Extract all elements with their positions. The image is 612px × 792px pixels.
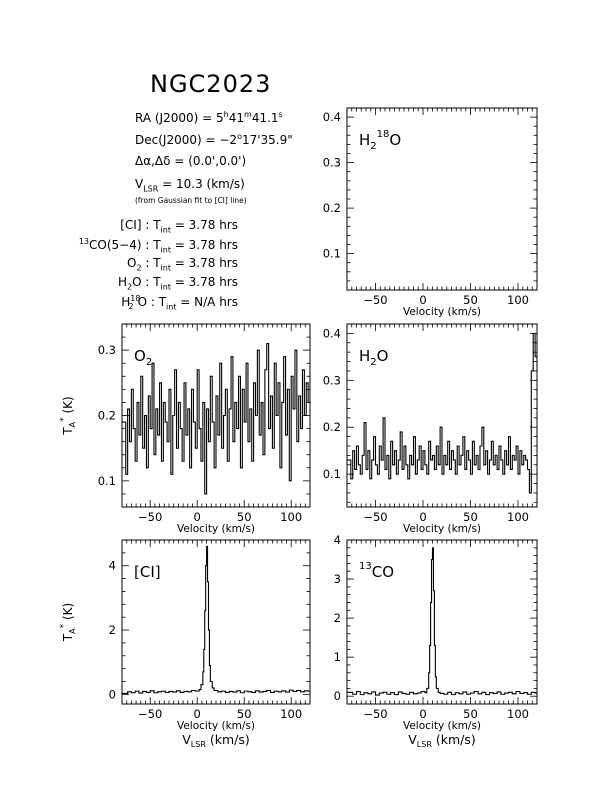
y-tick-label: 0.1	[323, 467, 341, 481]
vlsr-note: (from Gaussian fit to [CI] line)	[135, 196, 247, 205]
x-axis-label-vlsr: VLSR (km/s)	[408, 732, 476, 749]
y-tick-label: 0.4	[323, 110, 341, 124]
x-axis-label: Velocity (km/s)	[177, 523, 255, 535]
x-tick-label: 100	[507, 510, 529, 524]
x-tick-label: 50	[237, 707, 252, 721]
y-tick-label: 4	[109, 559, 116, 573]
x-tick-label: 0	[419, 510, 426, 524]
y-axis-label: TA* (K)	[59, 396, 77, 435]
tint-label: Tint	[153, 218, 171, 235]
panel-label-o2: O2	[134, 347, 152, 368]
ra-value: 5h41m41.1s	[216, 110, 283, 125]
y-tick-label: 0.1	[98, 474, 116, 488]
tint-row: O2 : Tint = 3.78 hrs	[126, 256, 238, 273]
ra-label: RA (J2000) =	[135, 111, 213, 125]
tint-line-name: H182 O	[121, 294, 148, 312]
panel-h218o: −50 0 50 100 0.1 0.2 0.3 0.4 Velocity (km/s) H218…	[323, 107, 538, 318]
x-tick-label: 100	[507, 707, 529, 721]
panel-label-ci: [CI]	[134, 563, 161, 581]
y-tick-label: 4	[334, 533, 341, 547]
tint-line-name: H2O	[117, 275, 142, 292]
dec-line: Dec(J2000) = −2o17'35.9"	[135, 132, 293, 147]
tint-row: 13CO(5−4) : Tint = 3.78 hrs	[78, 237, 238, 255]
panel-o2: −50 0 50 100 0.1 0.2 0.3 Velocity (km/s) TA* (K)…	[59, 323, 311, 535]
y-tick-label: 0	[109, 687, 116, 701]
y-tick-label: 0	[334, 689, 341, 703]
x-tick-label: 100	[280, 510, 302, 524]
x-tick-label: 50	[463, 293, 478, 307]
y-tick-label: 2	[109, 623, 116, 637]
vlsr-value: = 10.3 (km/s)	[162, 177, 245, 191]
y-tick-label: 0.3	[323, 156, 341, 170]
x-tick-label: −50	[138, 707, 162, 721]
y-tick-label: 0.1	[323, 247, 341, 261]
dec-value: −2o17'35.9"	[219, 132, 293, 147]
tint-line-name: 13CO(5−4)	[78, 237, 142, 252]
vlsr-line: VLSR = 10.3 (km/s)	[135, 177, 245, 193]
tint-label: Tint	[153, 238, 171, 255]
spectrum-line-ci	[122, 545, 310, 694]
y-tick-label: 0.2	[98, 409, 116, 423]
tint-row: H2O : Tint = 3.78 hrs	[117, 275, 238, 292]
x-axis-label: Velocity (km/s)	[403, 720, 481, 732]
y-tick-label: 0.2	[323, 420, 341, 434]
spectrum-line-co13	[347, 547, 537, 696]
panel-label-co13: 13CO	[359, 561, 394, 581]
dec-label: Dec(J2000) =	[135, 133, 216, 147]
x-tick-label: 50	[463, 707, 478, 721]
tint-value: 3.78 hrs	[188, 218, 238, 232]
y-tick-label: 1	[334, 650, 341, 664]
panel-h2o: −50 0 50 100 0.1 0.2 0.3 0.4 Velocity (km/s) H2O	[323, 323, 538, 535]
tint-label: Tint	[153, 256, 171, 273]
tint-line-name: O2	[126, 256, 142, 273]
tint-value: N/A hrs	[194, 295, 238, 309]
x-axis-label: Velocity (km/s)	[403, 523, 481, 535]
tint-label: Tint	[158, 295, 177, 312]
x-tick-label: 0	[194, 510, 201, 524]
tint-row: [CI] : Tint = 3.78 hrs	[120, 218, 238, 235]
x-axis-label: Velocity (km/s)	[177, 720, 255, 732]
x-tick-label: 50	[237, 510, 252, 524]
x-tick-label: −50	[363, 293, 387, 307]
y-tick-label: 3	[334, 572, 341, 586]
panel-ci: −50 0 50 100 0 2 4 Velocity (km/s)VLSR (km/s) TA…	[59, 539, 311, 749]
tint-row: H182 O : Tint = N/A hrs	[121, 294, 238, 312]
spectrum-line-o2	[122, 343, 310, 495]
vlsr-label: VLSR	[135, 177, 159, 194]
tint-value: 3.78 hrs	[188, 256, 238, 270]
x-tick-label: −50	[363, 510, 387, 524]
x-tick-label: −50	[363, 707, 387, 721]
x-tick-label: 50	[463, 510, 478, 524]
page-title: NGC2023	[150, 70, 272, 98]
offset-value: (0.0',0.0')	[188, 154, 247, 168]
x-axis-label: Velocity (km/s)	[403, 306, 481, 318]
y-tick-label: 0.4	[323, 326, 341, 340]
x-tick-label: 0	[419, 293, 426, 307]
panel-co13: −50 0 50 100 0 1 2 3 4 Velocity (km/s)VLSR (km/s)…	[334, 533, 538, 749]
tint-label: Tint	[153, 275, 171, 292]
offset-label: Δα,Δδ =	[135, 154, 185, 168]
x-tick-label: 0	[419, 707, 426, 721]
y-axis-label: TA* (K)	[59, 603, 77, 642]
tint-value: 3.78 hrs	[188, 275, 238, 289]
tint-line-name: [CI]	[120, 218, 142, 232]
y-tick-label: 0.3	[98, 343, 116, 357]
x-tick-label: −50	[138, 510, 162, 524]
ra-line: RA (J2000) = 5h41m41.1s	[135, 110, 283, 125]
x-tick-label: 0	[194, 707, 201, 721]
x-tick-label: 100	[280, 707, 302, 721]
plot-frame	[346, 107, 538, 291]
y-tick-label: 2	[334, 611, 341, 625]
y-tick-label: 0.3	[323, 373, 341, 387]
spectrum-line-h2o	[347, 332, 537, 494]
y-tick-label: 0.2	[323, 201, 341, 215]
plot-frame	[346, 323, 538, 508]
tint-value: 3.78 hrs	[188, 238, 238, 252]
panel-label-h2o: H2O	[359, 347, 388, 368]
x-tick-label: 100	[507, 293, 529, 307]
offset-line: Δα,Δδ = (0.0',0.0')	[135, 154, 246, 168]
x-axis-label-vlsr: VLSR (km/s)	[182, 732, 250, 749]
panel-label-h218o: H218O	[359, 129, 401, 152]
